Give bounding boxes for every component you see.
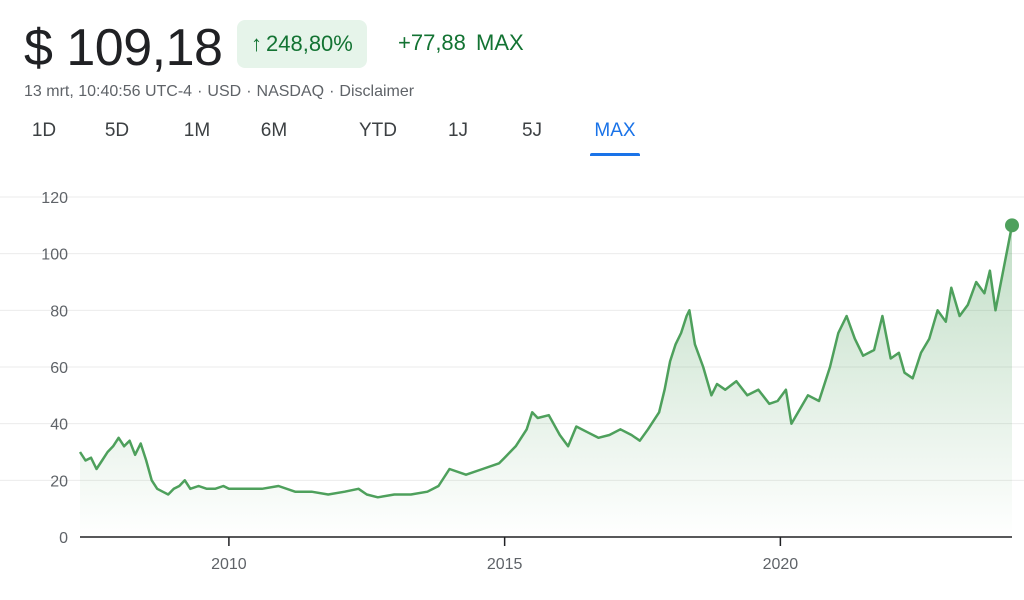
y-tick-label: 60 — [50, 360, 68, 377]
tab-label: 6M — [260, 120, 288, 141]
tab-max[interactable]: MAX — [590, 120, 640, 156]
quote-datetime: 13 mrt, 10:40:56 UTC-4 — [24, 83, 193, 100]
price-chart[interactable]: 0 20 40 60 80 100 120 2010 2015 2020 — [0, 170, 1024, 600]
tab-5d[interactable]: 5D — [97, 120, 137, 156]
quote-exchange: NASDAQ — [256, 83, 325, 100]
change-range: MAX — [476, 30, 524, 55]
change-percent-badge: ↑ 248,80% — [237, 20, 367, 68]
x-tick-label: 2010 — [211, 556, 247, 573]
quote-meta: 13 mrt, 10:40:56 UTC-4 · USD · NASDAQ · Discla… — [24, 83, 414, 101]
tab-1j[interactable]: 1J — [442, 120, 474, 156]
y-tick-label: 80 — [50, 303, 68, 320]
change-percent: 248,80% — [266, 31, 353, 56]
tab-label: 1J — [447, 120, 469, 141]
x-tick-label: 2015 — [487, 556, 523, 573]
tab-label: YTD — [359, 120, 397, 141]
tab-label: 5D — [104, 120, 130, 141]
x-tick-label: 2020 — [763, 556, 799, 573]
y-tick-label: 120 — [41, 190, 68, 207]
disclaimer-link[interactable]: Disclaimer — [339, 83, 415, 100]
price-area — [80, 225, 1012, 538]
range-tabs: 1D 5D 1M 6M YTD 1J 5J MAX — [24, 120, 664, 160]
tab-label: 1M — [183, 120, 211, 141]
price-line — [78, 225, 1014, 499]
y-tick-label: 0 — [59, 530, 68, 547]
y-tick-label: 100 — [41, 247, 68, 264]
meta-separator: · — [329, 83, 335, 100]
tab-label: 1D — [31, 120, 57, 141]
last-price-dot — [1005, 218, 1019, 233]
meta-separator: · — [197, 83, 203, 100]
current-price: $ 109,18 — [24, 19, 223, 77]
tab-6m[interactable]: 6M — [253, 120, 295, 156]
change-amount: +77,88 — [398, 30, 466, 55]
tab-label: MAX — [594, 120, 636, 141]
tab-5j[interactable]: 5J — [514, 120, 550, 156]
quote-header: $ 109,18 ↑ 248,80% +77,88 MAX — [24, 14, 1004, 78]
quote-currency: USD — [207, 83, 242, 100]
tab-1m[interactable]: 1M — [176, 120, 218, 156]
absolute-change: +77,88 MAX — [398, 30, 524, 56]
tab-label: 5J — [521, 120, 543, 141]
y-tick-label: 40 — [50, 417, 68, 434]
y-tick-label: 20 — [50, 473, 68, 490]
tab-1d[interactable]: 1D — [26, 120, 62, 156]
active-underline — [590, 153, 640, 156]
tab-ytd[interactable]: YTD — [354, 120, 402, 156]
arrow-up-icon: ↑ — [251, 31, 262, 56]
meta-separator: · — [246, 83, 252, 100]
